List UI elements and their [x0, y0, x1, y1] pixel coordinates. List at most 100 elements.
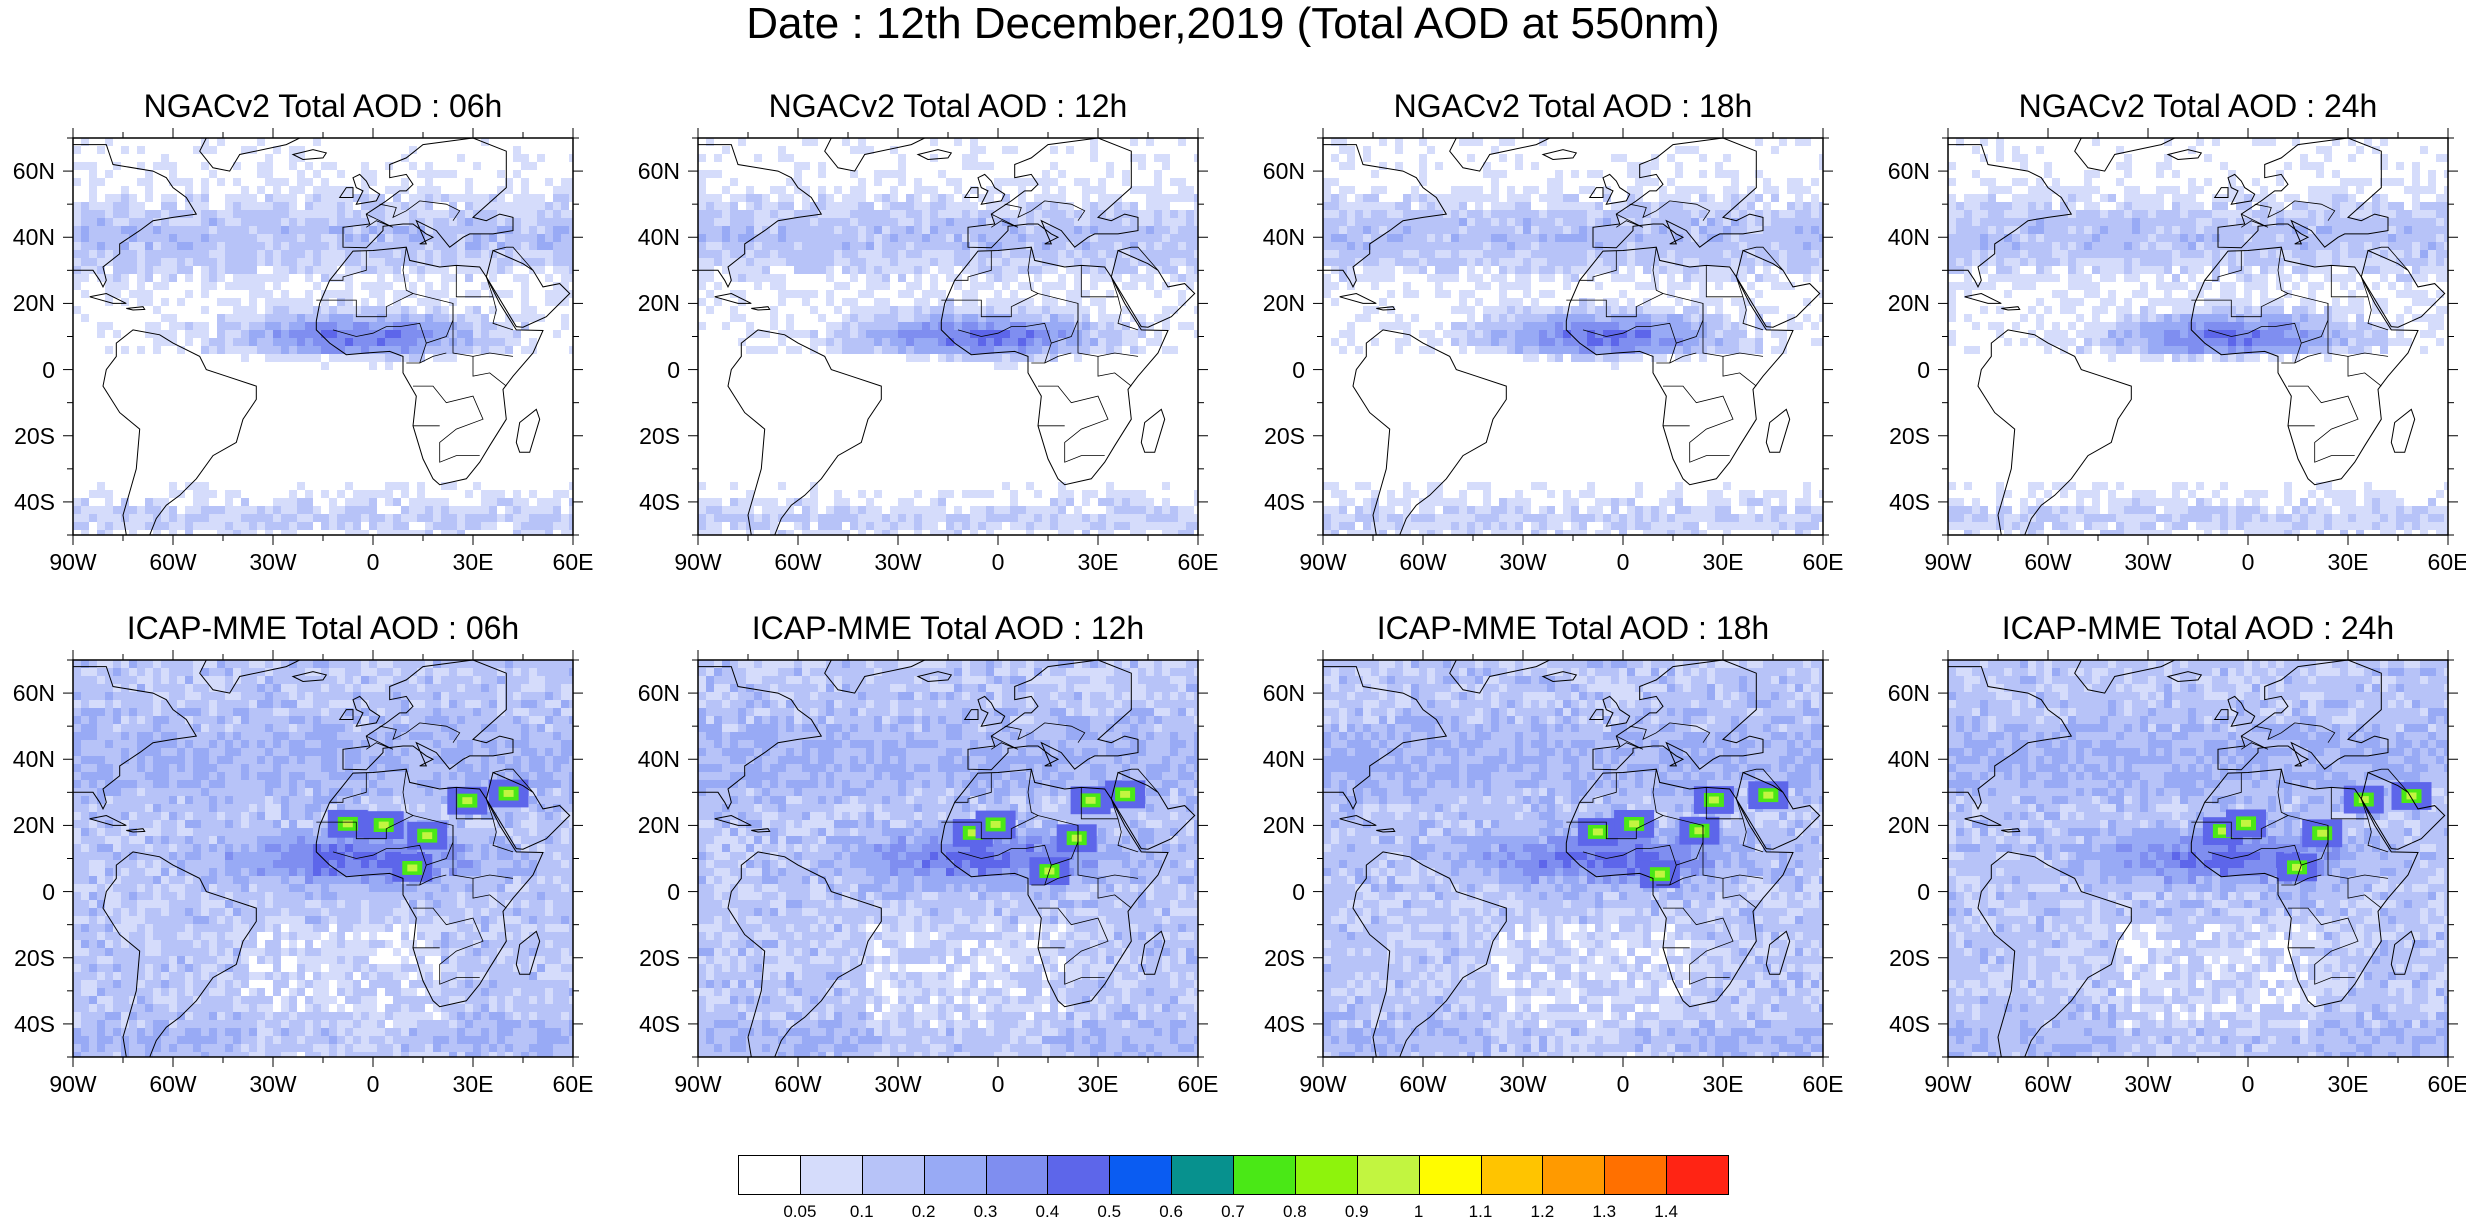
aod-cell — [1667, 234, 1675, 242]
aod-cell — [882, 322, 890, 330]
aod-cell — [385, 210, 393, 218]
aod-cell — [553, 194, 561, 202]
aod-cell — [1803, 250, 1811, 258]
aod-cell — [2156, 162, 2164, 170]
aod-cell — [457, 266, 465, 274]
aod-cell — [289, 306, 297, 314]
aod-cell — [2380, 178, 2388, 186]
aod-cell — [882, 346, 890, 354]
aod-cell — [834, 338, 842, 346]
aod-cell — [497, 514, 505, 522]
aod-cell — [1459, 514, 1467, 522]
aod-cell — [97, 530, 105, 535]
aod-cell — [201, 514, 209, 522]
aod-cell — [1034, 266, 1042, 274]
aod-cell — [1507, 514, 1515, 522]
aod-cell — [417, 210, 425, 218]
aod-cell — [1595, 170, 1603, 178]
aod-cell — [1659, 522, 1667, 530]
aod-cell — [1178, 210, 1186, 218]
aod-cell — [361, 170, 369, 178]
aod-cell — [1162, 306, 1170, 314]
aod-cell — [946, 202, 954, 210]
aod-cell — [938, 530, 946, 535]
aod-cell — [449, 194, 457, 202]
aod-cell — [409, 242, 417, 250]
aod-cell — [1739, 306, 1747, 314]
aod-cell — [1114, 202, 1122, 210]
aod-cell — [321, 306, 329, 314]
aod-cell — [1507, 314, 1515, 322]
aod-cell — [241, 322, 249, 330]
aod-cell — [890, 146, 898, 154]
aod-cell — [105, 274, 113, 282]
aod-cell — [1018, 330, 1026, 338]
aod-cell — [1483, 330, 1491, 338]
aod-cell — [233, 514, 241, 522]
aod-cell — [97, 146, 105, 154]
aod-cell — [505, 322, 513, 330]
aod-cell — [826, 250, 834, 258]
aod-cell — [217, 234, 225, 242]
aod-cell — [1042, 338, 1050, 346]
aod-cell — [1651, 242, 1659, 250]
aod-cell — [2420, 186, 2428, 194]
aod-cell — [2228, 218, 2236, 226]
aod-cell — [1643, 506, 1651, 514]
aod-cell — [1106, 498, 1114, 506]
aod-cell — [1555, 242, 1563, 250]
aod-cell — [794, 266, 802, 274]
aod-cell — [1010, 514, 1018, 522]
aod-cell — [217, 242, 225, 250]
aod-cell — [1026, 258, 1034, 266]
aod-cell — [561, 322, 569, 330]
aod-cell — [201, 490, 209, 498]
aod-cell — [289, 186, 297, 194]
aod-cell — [1763, 274, 1771, 282]
aod-cell — [2236, 226, 2244, 234]
aod-cell — [1427, 274, 1435, 282]
aod-cell — [1339, 218, 1347, 226]
aod-cell — [1347, 154, 1355, 162]
aod-cell — [1106, 234, 1114, 242]
aod-cell — [722, 234, 730, 242]
aod-cell — [1082, 338, 1090, 346]
aod-cell — [786, 346, 794, 354]
aod-cell — [1459, 522, 1467, 530]
aod-cell — [265, 314, 273, 322]
aod-cell — [946, 266, 954, 274]
aod-cell — [1595, 514, 1603, 522]
aod-cell — [1395, 322, 1403, 330]
aod-cell — [2420, 226, 2428, 234]
aod-cell — [1178, 522, 1186, 530]
aod-cell — [1659, 210, 1667, 218]
country-border — [419, 352, 447, 364]
aod-cell — [930, 218, 938, 226]
aod-cell — [177, 322, 185, 330]
aod-cell — [281, 514, 289, 522]
aod-cell — [217, 258, 225, 266]
aod-cell — [2132, 202, 2140, 210]
aod-cell — [962, 314, 970, 322]
aod-cell — [481, 346, 489, 354]
aod-cell — [930, 258, 938, 266]
aod-cell — [2220, 202, 2228, 210]
aod-cell — [1739, 194, 1747, 202]
aod-cell — [1691, 322, 1699, 330]
aod-cell — [786, 202, 794, 210]
aod-cell — [1010, 306, 1018, 314]
aod-cell — [1996, 234, 2004, 242]
aod-cell — [818, 170, 826, 178]
country-border — [941, 293, 1079, 364]
aod-cell — [1667, 258, 1675, 266]
aod-cell — [1082, 490, 1090, 498]
aod-cell — [1090, 138, 1098, 146]
aod-cell — [241, 194, 249, 202]
aod-cell — [1651, 506, 1659, 514]
aod-cell — [1331, 210, 1339, 218]
aod-cell — [1595, 266, 1603, 274]
aod-cell — [826, 330, 834, 338]
aod-cell — [313, 266, 321, 274]
aod-cell — [1395, 338, 1403, 346]
aod-cell — [1122, 218, 1130, 226]
